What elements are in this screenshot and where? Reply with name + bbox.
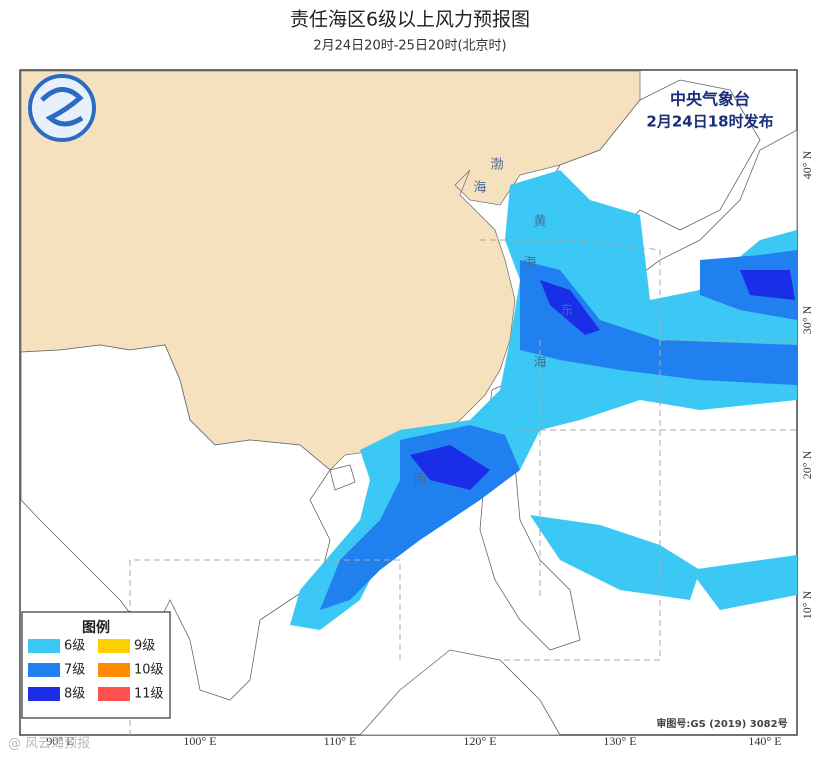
latitude-label: 20° N: [800, 450, 814, 479]
sea-label: 南: [413, 472, 426, 488]
map-approval: 审图号:GS (2019) 3082号: [656, 717, 787, 730]
issue-time: 2月24日18时发布: [646, 113, 773, 131]
legend-label: 11级: [134, 687, 164, 702]
latitude-label: 40° N: [800, 150, 814, 179]
legend-label: 8级: [64, 687, 85, 702]
latitude-labels: 40° N 30° N 20° N 10° N: [800, 150, 814, 619]
philippines: [479, 464, 581, 651]
longitude-label: 110° E: [324, 734, 357, 748]
legend-swatch: [28, 687, 60, 701]
legend-swatch: [98, 639, 130, 653]
sea-label: 黄: [533, 215, 546, 230]
sea-label: 渤: [490, 157, 503, 173]
legend-items: 6级 9级 7级 10级 8级 11级: [28, 639, 164, 702]
title: 责任海区6级以上风力预报图: [290, 9, 530, 31]
sea-label: 海: [523, 256, 536, 271]
longitude-label: 140° E: [748, 734, 781, 748]
longitude-label: 120° E: [463, 734, 496, 748]
legend-title: 图例: [82, 619, 110, 636]
longitude-label: 130° E: [603, 734, 636, 748]
longitude-label: 90° E: [46, 734, 73, 748]
legend-label: 6级: [64, 639, 85, 654]
latitude-label: 10° N: [800, 590, 814, 619]
legend-label: 7级: [64, 663, 85, 678]
hainan: [329, 464, 356, 491]
responsibility-zone: [129, 239, 797, 735]
watermark: @ 风云海预报: [8, 737, 90, 752]
logo: [28, 74, 96, 142]
subtitle: 2月24日20时-25日20时(北京时): [313, 39, 506, 54]
sea-label: 海: [533, 356, 546, 371]
legend-swatch: [28, 639, 60, 653]
legend-label: 9级: [134, 639, 155, 654]
sea-label: 海: [473, 181, 486, 196]
legend-swatch: [98, 663, 130, 677]
legend: 图例 6级 9级 7级 10级 8级 11级: [21, 611, 171, 719]
legend-label: 10级: [134, 663, 164, 678]
longitude-labels: 90° E 100° E 110° E 120° E 130° E 140° E: [46, 734, 781, 748]
borneo: [359, 649, 561, 736]
sea-label: 东: [560, 304, 573, 319]
issuer-name: 中央气象台: [670, 90, 750, 109]
latitude-label: 30° N: [800, 305, 814, 334]
wind-8: [410, 270, 795, 490]
legend-swatch: [28, 663, 60, 677]
legend-swatch: [98, 687, 130, 701]
longitude-label: 100° E: [183, 734, 216, 748]
